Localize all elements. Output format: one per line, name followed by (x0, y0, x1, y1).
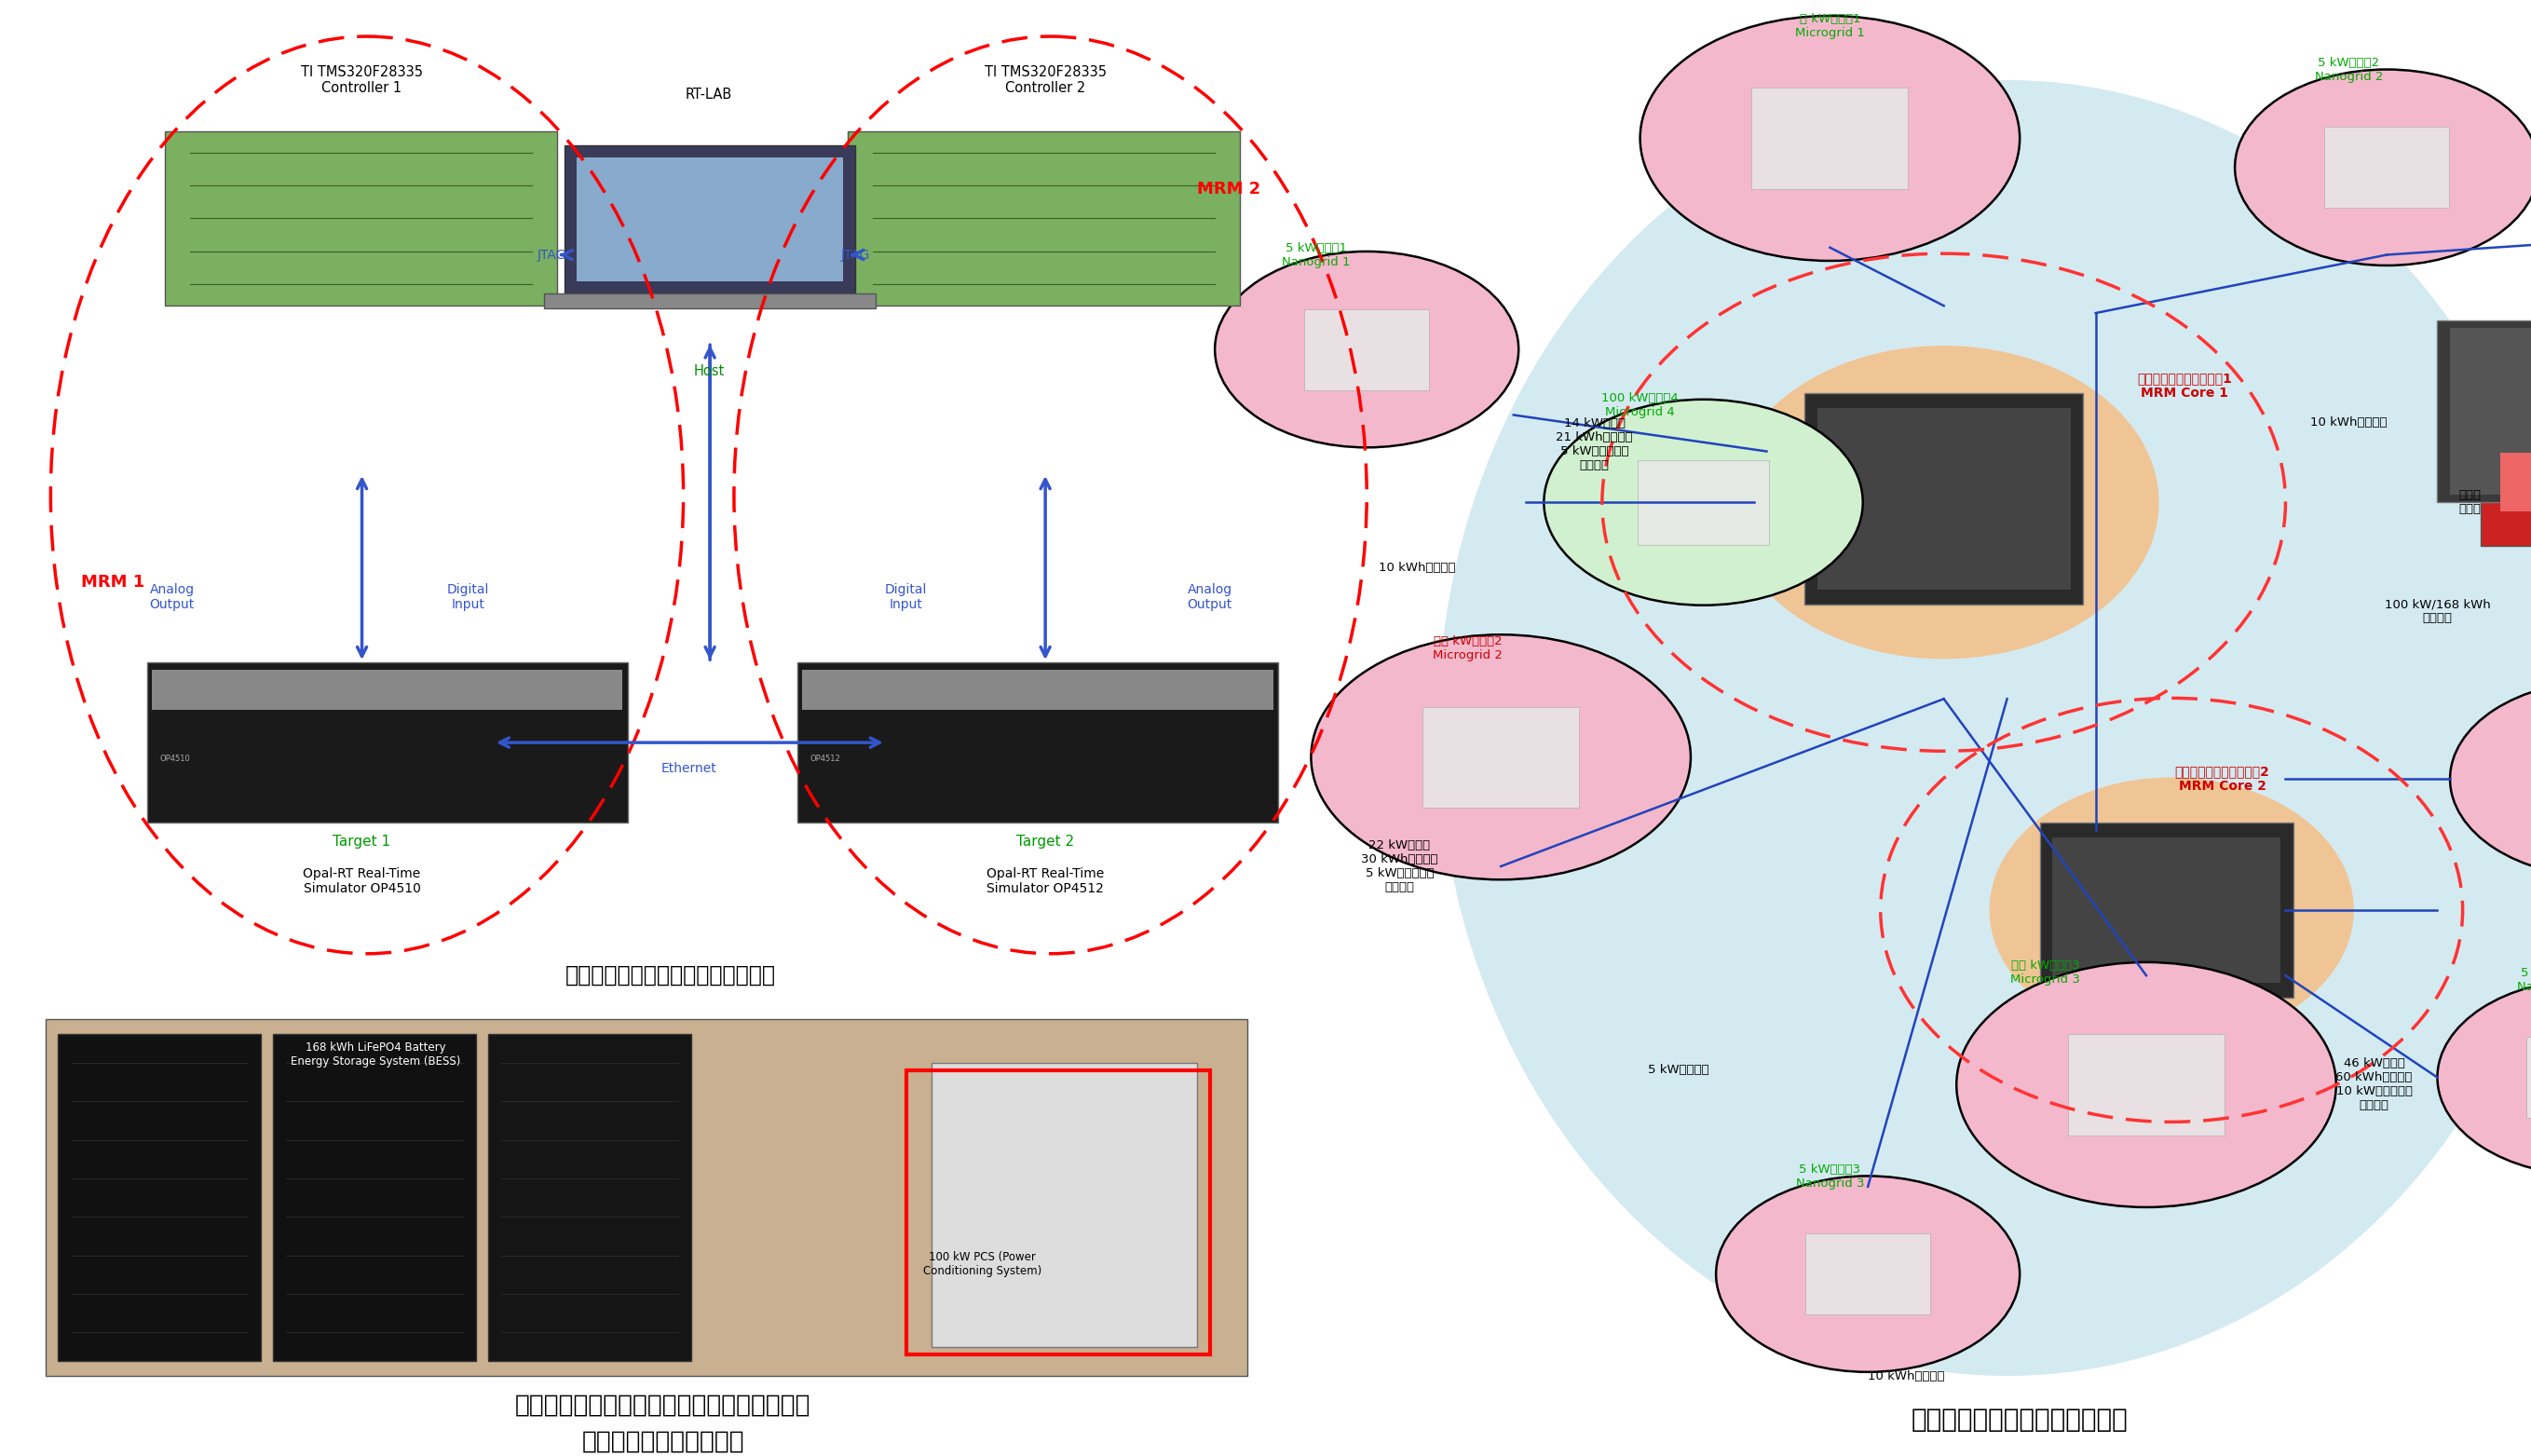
FancyBboxPatch shape (2501, 453, 2531, 511)
Text: 調度技術驗證之儲能系統: 調度技術驗證之儲能系統 (582, 1430, 744, 1453)
Text: 10 kWh儲能系統: 10 kWh儲能系統 (1868, 1370, 1944, 1382)
Text: OP4510: OP4510 (159, 754, 190, 763)
Text: 模組化聚落式微電網核心2
MRM Core 2: 模組化聚落式微電網核心2 MRM Core 2 (2174, 764, 2270, 794)
Text: 5 kW奈電網5
Nanogrid 5: 5 kW奈電網5 Nanogrid 5 (2516, 967, 2531, 993)
FancyBboxPatch shape (2526, 1037, 2531, 1118)
Ellipse shape (1640, 16, 2020, 261)
Text: 5 kW奈電網1
Nanogrid 1: 5 kW奈電網1 Nanogrid 1 (1281, 242, 1352, 268)
FancyBboxPatch shape (2040, 823, 2293, 997)
Ellipse shape (1311, 635, 1691, 879)
FancyBboxPatch shape (1638, 460, 1769, 545)
FancyBboxPatch shape (1805, 1233, 1931, 1315)
Ellipse shape (1438, 80, 2531, 1376)
Text: JTAG: JTAG (840, 249, 871, 261)
Ellipse shape (1215, 252, 1519, 447)
FancyBboxPatch shape (1303, 309, 1430, 390)
Text: 5 kW奈電網2
Nanogrid 2: 5 kW奈電網2 Nanogrid 2 (2313, 57, 2384, 83)
Text: Analog
Output: Analog Output (149, 582, 195, 612)
FancyBboxPatch shape (2480, 430, 2531, 546)
Text: ３０ kW微電網2
Microgrid 2: ３０ kW微電網2 Microgrid 2 (1433, 635, 1503, 661)
Text: Target 1: Target 1 (334, 834, 390, 849)
Text: TI TMS320F28335
Controller 2: TI TMS320F28335 Controller 2 (985, 66, 1106, 95)
FancyBboxPatch shape (2323, 127, 2450, 208)
Text: 46 kW太陽能
60 kWh儲能系統
10 kW甲醇重組氫
燃料電池: 46 kW太陽能 60 kWh儲能系統 10 kW甲醇重組氫 燃料電池 (2336, 1057, 2412, 1112)
Ellipse shape (1989, 778, 2354, 1042)
Text: 10 kWh儲能系統: 10 kWh儲能系統 (2311, 416, 2387, 428)
Text: 5 kW產氫系統: 5 kW產氫系統 (1648, 1064, 1708, 1076)
Text: Digital
Input: Digital Input (448, 582, 488, 612)
Ellipse shape (2450, 681, 2531, 877)
Text: 模組化聚落式微電網核心1
MRM Core 1: 模組化聚落式微電網核心1 MRM Core 1 (2136, 371, 2232, 400)
Text: 100 kW微電網4
Microgrid 4: 100 kW微電網4 Microgrid 4 (1602, 392, 1678, 418)
Text: RT-LAB: RT-LAB (686, 87, 731, 102)
FancyBboxPatch shape (797, 662, 1278, 823)
Ellipse shape (2235, 70, 2531, 265)
FancyBboxPatch shape (564, 146, 855, 293)
FancyBboxPatch shape (802, 670, 1273, 711)
FancyBboxPatch shape (165, 131, 557, 306)
FancyBboxPatch shape (931, 1063, 1197, 1347)
Text: Target 2: Target 2 (1017, 834, 1073, 849)
Ellipse shape (1729, 345, 2159, 660)
Text: Opal-RT Real-Time
Simulator OP4512: Opal-RT Real-Time Simulator OP4512 (987, 866, 1104, 895)
FancyBboxPatch shape (2450, 328, 2531, 495)
Text: 本技術採用之硬體迴圈即時模擬機制: 本技術採用之硬體迴圈即時模擬機制 (564, 964, 777, 987)
Text: TI TMS320F28335
Controller 1: TI TMS320F28335 Controller 1 (301, 66, 423, 95)
Text: Digital
Input: Digital Input (886, 582, 926, 612)
FancyBboxPatch shape (1422, 706, 1579, 808)
FancyBboxPatch shape (2068, 1034, 2225, 1136)
Text: 168 kWh LiFePO4 Battery
Energy Storage System (BESS): 168 kWh LiFePO4 Battery Energy Storage S… (291, 1041, 461, 1067)
Text: 5 kW奈電網3
Nanogrid 3: 5 kW奈電網3 Nanogrid 3 (1794, 1163, 1865, 1190)
FancyBboxPatch shape (848, 131, 1240, 306)
Text: 14 kW太陽能
21 kWh儲能系統
5 kW甲醇重組氫
燃料電池: 14 kW太陽能 21 kWh儲能系統 5 kW甲醇重組氫 燃料電池 (1557, 416, 1632, 472)
Text: Host: Host (693, 364, 724, 379)
Text: Ethernet: Ethernet (661, 763, 716, 775)
FancyBboxPatch shape (2437, 320, 2531, 502)
FancyBboxPatch shape (273, 1034, 476, 1361)
Text: Opal-RT Real-Time
Simulator OP4510: Opal-RT Real-Time Simulator OP4510 (304, 866, 420, 895)
FancyBboxPatch shape (577, 157, 843, 281)
FancyBboxPatch shape (147, 662, 628, 823)
Text: 10 kWh儲能系統: 10 kWh儲能系統 (1379, 562, 1455, 574)
Text: OP4512: OP4512 (810, 754, 840, 763)
FancyBboxPatch shape (1751, 87, 1908, 189)
Text: 100 kW/168 kWh
儲能系統: 100 kW/168 kWh 儲能系統 (2384, 598, 2491, 625)
FancyBboxPatch shape (488, 1034, 691, 1361)
FancyBboxPatch shape (46, 1019, 1248, 1376)
Text: 本技術之系統及驗證場域架構圖: 本技術之系統及驗證場域架構圖 (1911, 1406, 2129, 1433)
Text: JTAG: JTAG (537, 249, 567, 261)
Ellipse shape (1544, 399, 1863, 606)
FancyBboxPatch shape (1817, 408, 2070, 590)
Text: 22 kW太陽能
30 kWh儲能系統
5 kW甲醇重組氫
燃料電池: 22 kW太陽能 30 kWh儲能系統 5 kW甲醇重組氫 燃料電池 (1362, 839, 1438, 894)
FancyBboxPatch shape (152, 670, 623, 711)
Text: ５ kW微電網1
Microgrid 1: ５ kW微電網1 Microgrid 1 (1794, 13, 1865, 39)
Text: MRM 1: MRM 1 (81, 574, 144, 591)
Ellipse shape (1956, 962, 2336, 1207)
Text: 本技術用以進行模組化聚落式微電網核心電力: 本技術用以進行模組化聚落式微電網核心電力 (516, 1393, 810, 1417)
FancyBboxPatch shape (58, 1034, 261, 1361)
Text: 示範型
電動車: 示範型 電動車 (2460, 489, 2480, 515)
Text: 100 kW PCS (Power
Conditioning System): 100 kW PCS (Power Conditioning System) (924, 1251, 1040, 1277)
Text: Analog
Output: Analog Output (1187, 582, 1233, 612)
FancyBboxPatch shape (1805, 393, 2083, 604)
FancyBboxPatch shape (2053, 837, 2280, 983)
Ellipse shape (1716, 1176, 2020, 1372)
FancyBboxPatch shape (544, 293, 876, 309)
Text: MRM 2: MRM 2 (1197, 181, 1260, 198)
Text: ６０ kW微電網3
Microgrid 3: ６０ kW微電網3 Microgrid 3 (2010, 960, 2080, 986)
Ellipse shape (2437, 980, 2531, 1175)
